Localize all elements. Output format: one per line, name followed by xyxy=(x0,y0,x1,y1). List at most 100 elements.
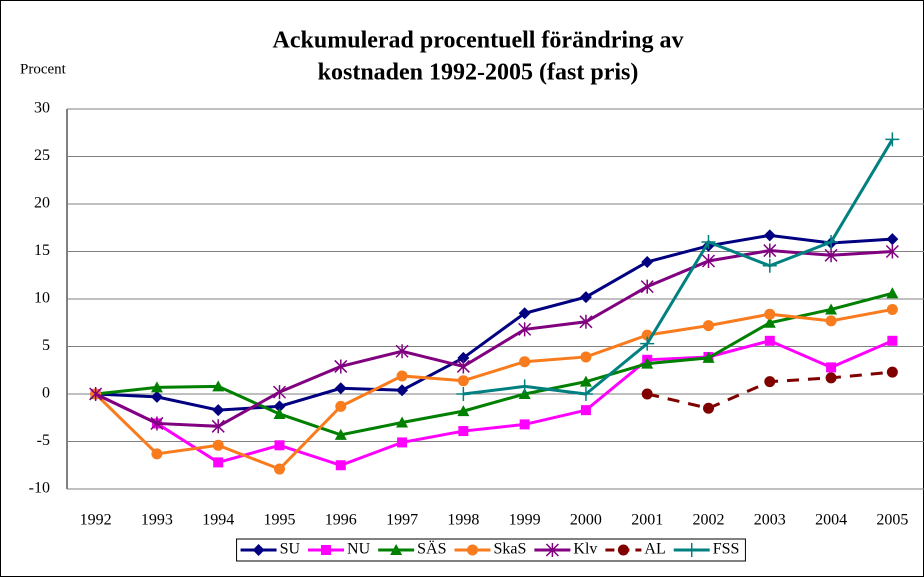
x-tick-label: 1993 xyxy=(141,512,173,529)
marker xyxy=(211,419,225,434)
marker xyxy=(825,315,837,327)
marker xyxy=(466,544,478,556)
x-tick-label: 1996 xyxy=(325,512,357,529)
marker xyxy=(457,405,470,417)
marker xyxy=(701,235,716,249)
marker xyxy=(395,344,409,359)
marker xyxy=(762,258,777,273)
legend-item: Klv xyxy=(534,541,597,558)
legend-item: AL xyxy=(605,541,666,558)
marker xyxy=(826,362,837,373)
y-tick-label: 10 xyxy=(34,290,50,307)
marker xyxy=(703,402,714,414)
marker xyxy=(579,375,592,387)
legend-label: SkaS xyxy=(493,541,526,558)
marker xyxy=(151,448,163,460)
legend-box xyxy=(236,538,746,562)
marker xyxy=(334,359,348,374)
marker xyxy=(150,416,164,431)
marker xyxy=(274,440,285,451)
x-tick-label: 1999 xyxy=(509,512,541,529)
marker xyxy=(886,287,899,299)
legend-item: NU xyxy=(308,541,371,558)
marker xyxy=(518,307,531,320)
marker xyxy=(457,375,469,387)
legend-item: SÄS xyxy=(378,540,446,558)
marker xyxy=(396,384,409,397)
series-line xyxy=(463,138,894,396)
marker xyxy=(272,385,287,400)
marker xyxy=(458,426,469,437)
marker xyxy=(703,320,714,332)
marker xyxy=(886,366,898,378)
chart-subtitle: kostnaden 1992-2005 (fast pris) xyxy=(318,60,639,86)
legend-label: NU xyxy=(347,541,371,558)
marker xyxy=(763,316,776,328)
legend-item: SkaS xyxy=(454,541,526,558)
marker xyxy=(150,381,163,393)
marker xyxy=(519,419,530,430)
y-tick-label: 20 xyxy=(34,195,50,212)
x-tick-label: 2003 xyxy=(754,512,786,529)
y-tick-label: 25 xyxy=(34,147,50,164)
y-axis-label: Procent xyxy=(20,61,67,77)
marker xyxy=(212,439,224,451)
x-tick-label: 2002 xyxy=(693,512,725,529)
series-line xyxy=(95,233,893,412)
y-tick-label: 0 xyxy=(42,385,50,402)
x-tick-label: 2001 xyxy=(631,512,663,529)
marker xyxy=(580,351,592,363)
marker xyxy=(578,387,593,401)
marker xyxy=(321,545,332,555)
marker xyxy=(519,356,531,368)
marker xyxy=(764,308,776,320)
series xyxy=(456,132,900,401)
marker xyxy=(273,400,286,413)
marker xyxy=(641,357,654,369)
marker xyxy=(640,336,655,351)
series-line xyxy=(94,339,893,467)
marker xyxy=(396,370,408,382)
legend-label: AL xyxy=(644,541,665,558)
marker xyxy=(764,376,776,388)
marker xyxy=(886,303,898,315)
x-tick-label: 1994 xyxy=(202,512,234,529)
legend-item: FSS xyxy=(673,541,739,558)
legend-label: SU xyxy=(280,541,301,558)
x-tick-label: 1998 xyxy=(447,512,479,529)
x-tick-label: 2004 xyxy=(815,512,847,529)
marker xyxy=(252,544,265,556)
marker xyxy=(396,416,409,428)
marker xyxy=(579,291,592,304)
x-tick-label: 1992 xyxy=(80,512,112,529)
marker xyxy=(545,543,559,557)
marker xyxy=(764,335,775,346)
marker xyxy=(456,359,470,374)
marker xyxy=(886,233,899,246)
chart-title: Ackumulerad procentuell förändring av xyxy=(273,28,684,54)
legend-label: Klv xyxy=(573,541,597,558)
x-tick-label: 1995 xyxy=(264,512,296,529)
series-line xyxy=(94,249,893,428)
marker xyxy=(212,404,225,417)
marker xyxy=(273,407,286,419)
x-tick-label: 1997 xyxy=(386,512,418,529)
legend-item: SU xyxy=(240,541,301,558)
y-tick-label: 30 xyxy=(34,100,50,117)
marker xyxy=(274,463,285,475)
series xyxy=(641,366,898,414)
marker xyxy=(518,322,532,337)
marker xyxy=(641,255,654,268)
marker xyxy=(763,243,777,258)
marker xyxy=(213,457,224,468)
marker xyxy=(390,544,403,555)
series xyxy=(89,243,899,434)
x-tick-label: 2005 xyxy=(876,512,908,529)
x-tick-label: 2000 xyxy=(570,512,602,529)
y-tick-label: -5 xyxy=(37,432,50,449)
legend-label: SÄS xyxy=(417,540,446,558)
y-tick-label: -10 xyxy=(29,480,50,497)
marker xyxy=(887,335,898,346)
marker xyxy=(825,372,837,384)
